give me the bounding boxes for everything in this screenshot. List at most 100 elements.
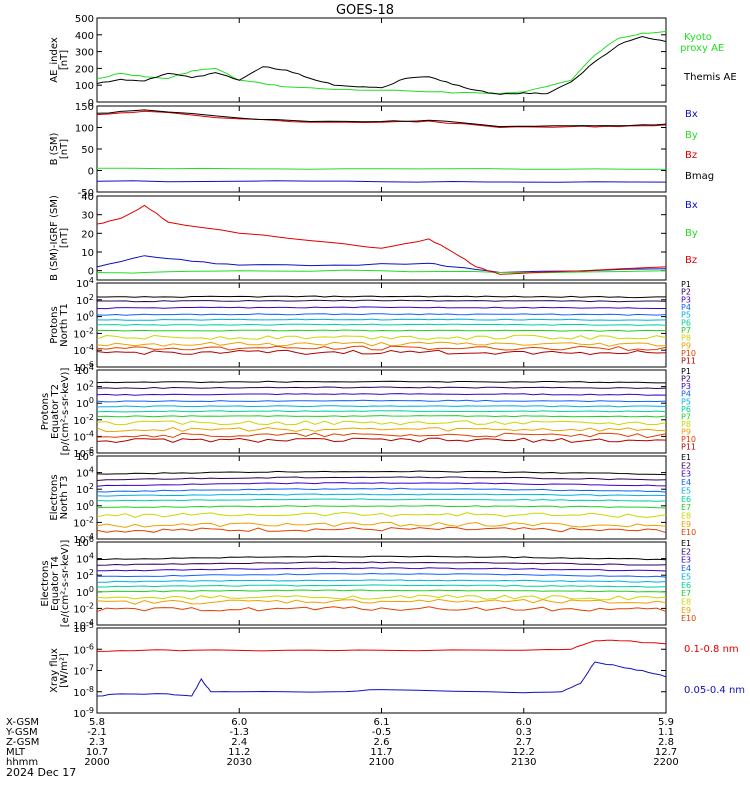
y-axis-label: Equator T2 [50, 384, 61, 439]
axis-tick-value: 2.6 [374, 737, 390, 748]
y-axis-label: Equator T4 [50, 556, 61, 611]
panel-Xray: 10-9 10-8 10-7 10-6 10-5 Xray flux [W/m²] 0.1-0… [49, 621, 745, 720]
channel-label: P10 [681, 435, 696, 444]
channel-line-E10 [97, 606, 666, 612]
axis-row-label: X-GSM [6, 717, 39, 728]
panel-B_minus_IGRF: 0 10 20 30 40 B (SM)-IGRF (SM) [nT] Bx By Bz [49, 192, 698, 281]
channel-label: P10 [681, 349, 696, 358]
legend-entry: 0.05-0.4 nm [684, 685, 745, 696]
axis-tick-value: 2.8 [658, 737, 674, 748]
channel-line-P9 [97, 426, 666, 433]
axis-row-label: MLT [6, 747, 26, 758]
axis-tick-value: 2000 [84, 757, 109, 768]
channel-label: P5 [681, 397, 691, 406]
channel-label: P7 [681, 326, 691, 335]
channel-line-E9 [97, 521, 666, 528]
channel-label: P1 [681, 280, 691, 289]
y-tick-label: 500 [75, 14, 94, 25]
series-line-Bx [97, 255, 666, 274]
panel-Electrons_T4: 10-4 10-2 100 102 104 106 Electrons Equator T4[… [40, 535, 696, 632]
axis-tick-value: 5.8 [89, 717, 105, 728]
y-axis-label: [nT] [59, 228, 70, 248]
y-tick-label: 100 [76, 310, 94, 324]
y-tick-label: 10-2 [73, 601, 94, 615]
y-tick-label: 50 [81, 145, 94, 156]
y-tick-label: 10-9 [73, 706, 94, 720]
channel-line-E2 [97, 476, 666, 481]
channel-line-E10 [97, 526, 666, 534]
channel-label: P3 [681, 382, 691, 391]
y-tick-label: 104 [76, 276, 94, 290]
channel-line-P1 [97, 295, 666, 299]
y-axis-label: [nT] [59, 139, 70, 159]
axis-row-label: Z-GSM [6, 737, 39, 748]
channel-line-P7 [97, 415, 666, 418]
channel-label: E7 [681, 503, 691, 512]
channel-label: E5 [681, 486, 691, 495]
y-tick-label: 10-6 [73, 360, 94, 374]
channel-line-P11 [97, 437, 666, 443]
y-tick-label: -50 [78, 188, 94, 199]
legend-entry: Bz [685, 150, 697, 161]
axis-tick-value: 6.1 [374, 717, 390, 728]
axis-tick-value: -0.5 [372, 727, 392, 738]
y-axis-label: B (SM) [49, 132, 60, 165]
channel-line-E6 [97, 498, 666, 502]
channel-label: P11 [681, 443, 696, 452]
axis-tick-value: 2.4 [231, 737, 247, 748]
channel-line-P2 [97, 386, 666, 390]
axis-tick-value: 11.7 [370, 747, 392, 758]
axis-tick-value: 6.0 [516, 717, 532, 728]
y-tick-label: 10-8 [73, 685, 94, 699]
y-tick-label: 102 [76, 482, 94, 496]
channel-line-P8 [97, 420, 666, 426]
y-axis-label: [W/m²] [59, 653, 70, 688]
channel-line-E1 [97, 555, 666, 561]
channel-label: P5 [681, 311, 691, 320]
y-tick-label: 400 [75, 31, 94, 42]
y-tick-label: 104 [76, 363, 94, 377]
axis-tick-value: 0.3 [516, 727, 532, 738]
channel-line-P9 [97, 341, 666, 347]
y-tick-label: 10-2 [73, 413, 94, 427]
y-axis-label: [p/(cm²-s-sr-keV)] [60, 368, 71, 456]
y-tick-label: 150 [75, 102, 94, 113]
figure-title: GOES-18 [336, 3, 394, 18]
series-line-Themis-AE [97, 35, 666, 95]
legend-entry: 0.1-0.8 nm [684, 644, 739, 655]
channel-label: P6 [681, 318, 691, 327]
series-line-Bx [97, 180, 666, 183]
axis-tick-value: 2100 [369, 757, 394, 768]
channel-line-P4 [97, 313, 666, 316]
y-tick-label: 104 [76, 466, 94, 480]
axis-tick-value: 1.1 [658, 727, 674, 738]
channel-label: P3 [681, 295, 691, 304]
y-tick-label: 10-5 [73, 621, 94, 635]
channel-label: P11 [681, 357, 696, 366]
axis-tick-value: 2200 [653, 757, 678, 768]
channel-line-P4 [97, 399, 666, 403]
y-tick-label: 20 [81, 229, 94, 240]
panel-Protons_T2: 10-6 10-4 10-2 100 102 104 Protons Equator T2 [p… [40, 363, 696, 460]
axis-tick-value: 10.7 [86, 747, 108, 758]
y-axis-label: [nT] [59, 50, 70, 70]
axis-tick-value: 12.2 [513, 747, 535, 758]
panel-frame [96, 17, 667, 103]
panel-frame [96, 195, 667, 281]
y-tick-label: 300 [75, 48, 94, 59]
legend-entry: Bmag [685, 171, 714, 182]
channel-line-E3 [97, 567, 666, 572]
y-tick-label: 10-4 [73, 429, 94, 443]
y-tick-label: 0 [88, 267, 94, 278]
legend-entry: Bz [685, 255, 697, 266]
channel-label: E2 [681, 547, 691, 556]
y-tick-label: 10-2 [73, 326, 94, 340]
axis-row-label: hhmm [6, 757, 38, 768]
y-tick-label: 30 [81, 211, 94, 222]
legend-entry: By [685, 228, 698, 239]
y-axis-label: Protons [49, 306, 60, 343]
y-axis-label: Protons [40, 393, 51, 430]
y-axis-label: B (SM)-IGRF (SM) [49, 195, 60, 281]
